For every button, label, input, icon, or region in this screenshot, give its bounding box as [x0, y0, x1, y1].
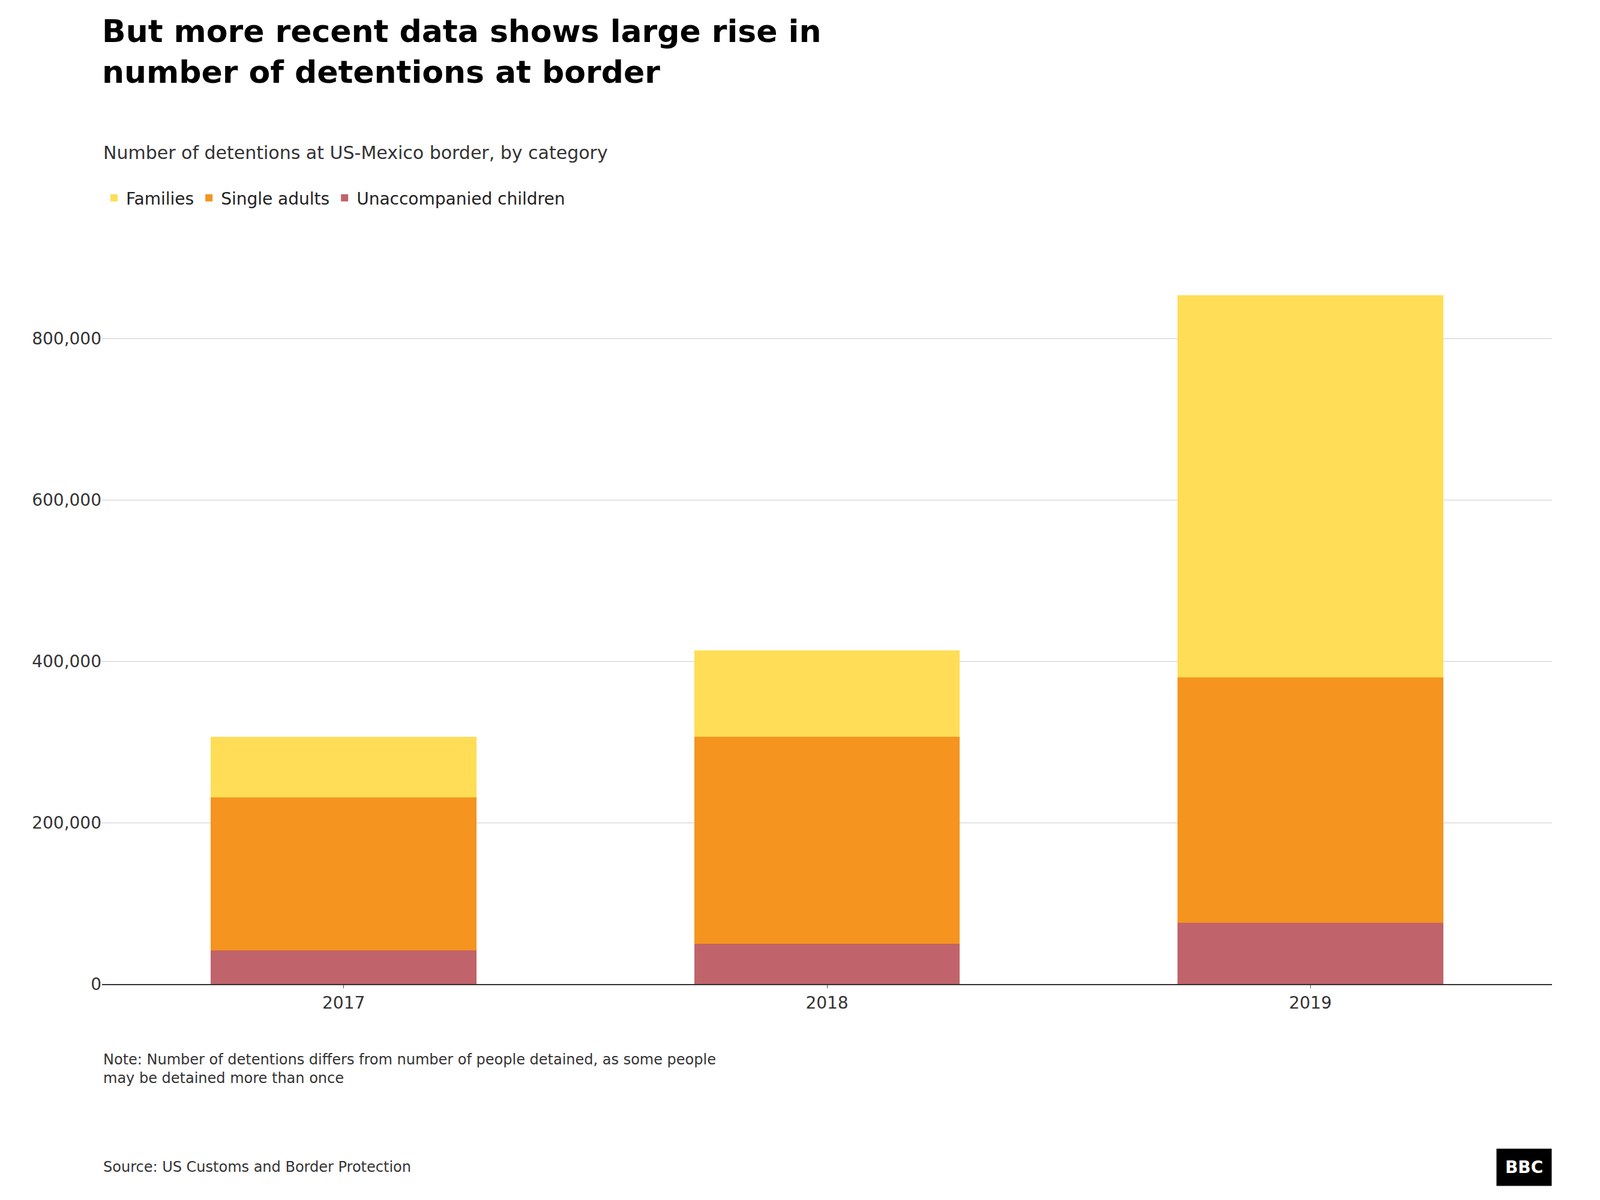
svg-text:Unaccompanied children: Unaccompanied children	[356, 189, 565, 209]
svg-text:2018: 2018	[805, 993, 849, 1014]
svg-text:Number of detentions at US-Mex: Number of detentions at US-Mexico border…	[103, 142, 608, 164]
svg-text:600,000: 600,000	[31, 490, 102, 511]
svg-text:2017: 2017	[322, 993, 365, 1014]
svg-text:800,000: 800,000	[31, 328, 102, 349]
svg-text:Families: Families	[126, 189, 194, 209]
svg-text:200,000: 200,000	[31, 813, 102, 834]
svg-text:0: 0	[90, 974, 102, 995]
svg-text:But more recent data shows lar: But more recent data shows large rise in…	[102, 13, 822, 91]
svg-text:Single adults: Single adults	[220, 189, 330, 209]
svg-text:Note: Number of detentions dif: Note: Number of detentions differs from …	[103, 1051, 716, 1087]
svg-text:BBC: BBC	[1505, 1157, 1543, 1178]
svg-text:2019: 2019	[1289, 993, 1332, 1014]
svg-text:400,000: 400,000	[31, 651, 102, 672]
svg-text:Source: US Customs and Border: Source: US Customs and Border Protection	[103, 1158, 412, 1176]
